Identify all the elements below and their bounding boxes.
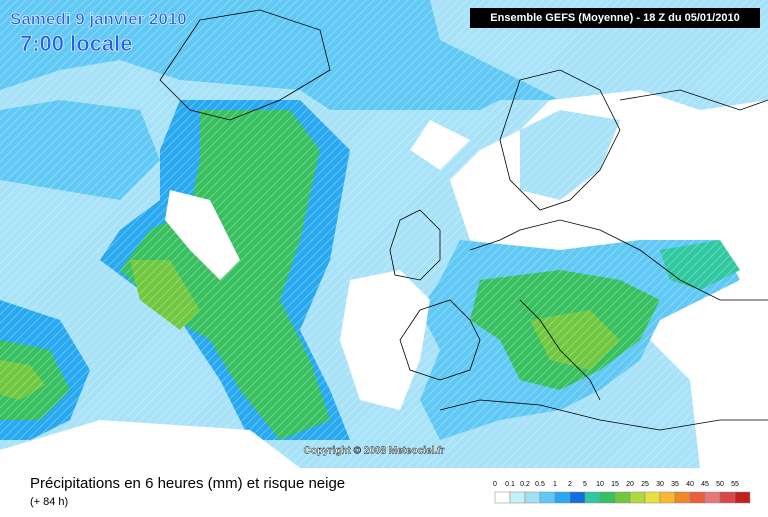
legend-swatch — [614, 491, 631, 504]
footer-title: Précipitations en 6 heures (mm) et risqu… — [30, 475, 345, 492]
legend-label: 10 — [596, 481, 604, 488]
legend-swatch — [689, 491, 706, 504]
legend-label: 1 — [553, 481, 557, 488]
legend-swatch — [599, 491, 616, 504]
legend-label: 0.5 — [535, 481, 545, 488]
legend-label: 55 — [731, 481, 739, 488]
legend-swatch — [734, 491, 751, 504]
legend-label: 5 — [583, 481, 587, 488]
legend-swatch — [539, 491, 556, 504]
legend-swatch — [554, 491, 571, 504]
legend-label: 45 — [701, 481, 709, 488]
model: Ensemble GEFS (Moyenne) - 18 Z du 05/01/… — [490, 12, 739, 24]
map — [0, 0, 768, 468]
legend-swatch — [569, 491, 586, 504]
legend-swatch — [584, 491, 601, 504]
footer-lead: (+ 84 h) — [30, 496, 68, 508]
legend-label: 30 — [656, 481, 664, 488]
legend-swatch — [524, 491, 541, 504]
time: 7:00 locale — [20, 31, 133, 56]
legend-label: 0.1 — [505, 481, 515, 488]
copyright: Copyright © 2008 Meteociel.fr — [304, 446, 445, 457]
legend-swatch — [659, 491, 676, 504]
legend-swatch — [644, 491, 661, 504]
legend-swatch — [494, 491, 511, 504]
model-box — [470, 8, 760, 28]
legend: 0 0.1 0.2 0.5 1 2 5 10 15 20 25 30 35 40 45 50 55 — [493, 481, 751, 504]
legend-label: 35 — [671, 481, 679, 488]
legend-swatch — [674, 491, 691, 504]
date: Samedi 9 janvier 2010 — [10, 9, 187, 28]
legend-label: 40 — [686, 481, 694, 488]
legend-label: 0 — [493, 481, 497, 488]
legend-label: 0.2 — [520, 481, 530, 488]
legend-swatch — [509, 491, 526, 504]
legend-label: 20 — [626, 481, 634, 488]
legend-label: 15 — [611, 481, 619, 488]
legend-swatch — [629, 491, 646, 504]
legend-label: 2 — [568, 481, 572, 488]
legend-label: 25 — [641, 481, 649, 488]
legend-label: 50 — [716, 481, 724, 488]
legend-swatch — [704, 491, 721, 504]
legend-swatch — [719, 491, 736, 504]
